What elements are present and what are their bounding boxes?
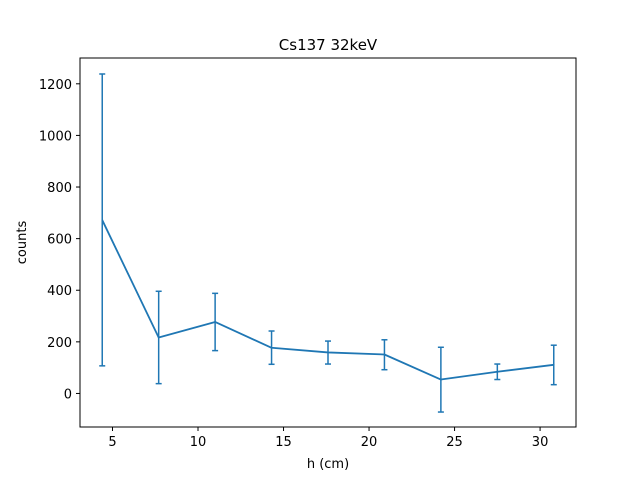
y-tick-label: 400 [47,284,72,299]
data-point [214,321,216,323]
y-tick-label: 600 [47,233,72,248]
y-tick-label: 200 [47,336,72,351]
x-tick-label: 20 [361,435,378,450]
data-point [383,353,386,356]
x-axis-label: h (cm) [307,457,349,472]
y-tick-label: 0 [64,387,72,402]
data-point [157,336,160,339]
y-tick-label: 1200 [39,78,72,93]
x-tick-label: 30 [532,435,549,450]
x-tick-label: 15 [275,435,292,450]
x-tick-label: 10 [190,435,207,450]
x-tick-label: 25 [446,435,463,450]
data-point [552,364,555,366]
y-axis-label: counts [15,221,30,265]
data-point [270,346,273,349]
y-tick-label: 800 [47,181,72,196]
axes-frame [79,57,577,428]
x-tick-label: 5 [108,435,116,450]
data-point [101,219,104,221]
chart-title: Cs137 32keV [279,36,378,54]
data-point [327,351,329,354]
y-tick-label: 1000 [39,129,72,144]
data-point [496,370,499,373]
data-point [440,378,442,381]
